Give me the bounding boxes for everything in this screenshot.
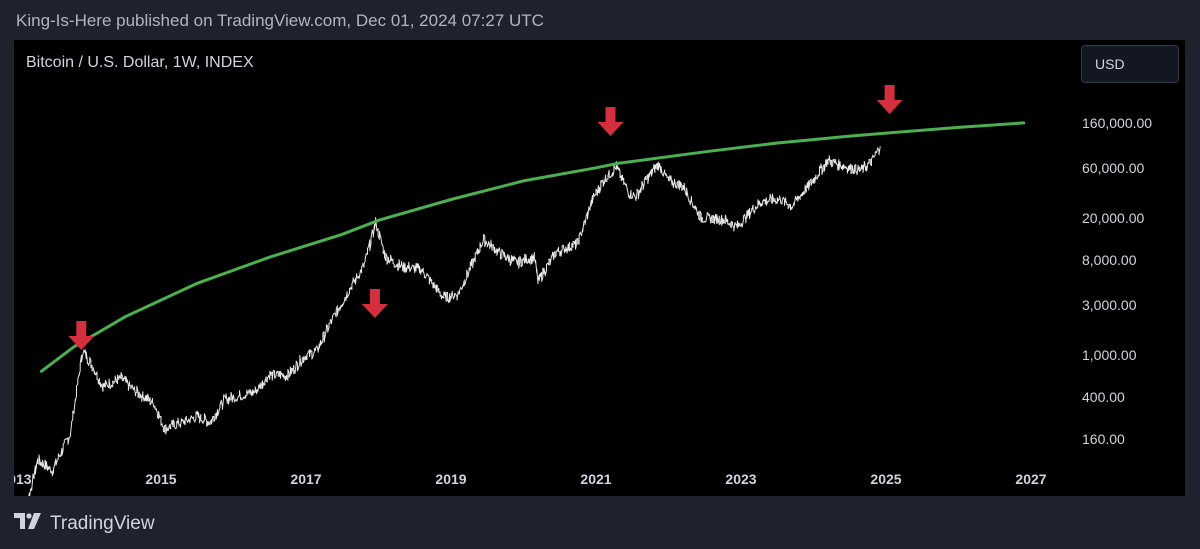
resistance-curve-line xyxy=(39,121,1026,373)
y-tick-label: 8,000.00 xyxy=(1082,252,1137,268)
y-tick-label: 20,000.00 xyxy=(1082,210,1144,226)
x-tick-label: 2021 xyxy=(580,471,611,487)
down-arrow-marker xyxy=(361,289,388,318)
y-tick-label: 1,000.00 xyxy=(1082,347,1137,363)
chart-panel[interactable]: 160,000.00 60,000.00 20,000.00 8,000.00 3,00… xyxy=(14,40,1185,496)
price-chart[interactable]: 160,000.00 60,000.00 20,000.00 8,000.00 3,00… xyxy=(14,40,1185,496)
y-tick-label: 160.00 xyxy=(1082,431,1125,447)
footer: TradingView xyxy=(14,512,155,535)
y-tick-label: 60,000.00 xyxy=(1082,160,1144,176)
x-tick-label: 2025 xyxy=(870,471,901,487)
x-tick-label: 2019 xyxy=(435,471,466,487)
tradingview-logo-icon[interactable] xyxy=(14,512,42,535)
y-tick-label: 400.00 xyxy=(1082,389,1125,405)
x-tick-label: 2017 xyxy=(290,471,321,487)
down-arrow-marker xyxy=(597,107,624,136)
currency-button[interactable]: USD xyxy=(1081,45,1179,83)
price-series-line xyxy=(28,146,881,496)
x-tick-label: 2015 xyxy=(145,471,176,487)
footer-brand[interactable]: TradingView xyxy=(50,512,155,534)
x-tick-label: 2013 xyxy=(14,471,32,487)
y-tick-label: 3,000.00 xyxy=(1082,297,1137,313)
publish-header: King-Is-Here published on TradingView.co… xyxy=(16,11,544,30)
chart-title: Bitcoin / U.S. Dollar, 1W, INDEX xyxy=(26,54,254,71)
down-arrow-marker xyxy=(68,321,95,350)
down-arrow-marker xyxy=(876,85,903,114)
y-tick-label: 160,000.00 xyxy=(1082,115,1152,131)
x-tick-label: 2027 xyxy=(1015,471,1046,487)
x-tick-label: 2023 xyxy=(725,471,756,487)
